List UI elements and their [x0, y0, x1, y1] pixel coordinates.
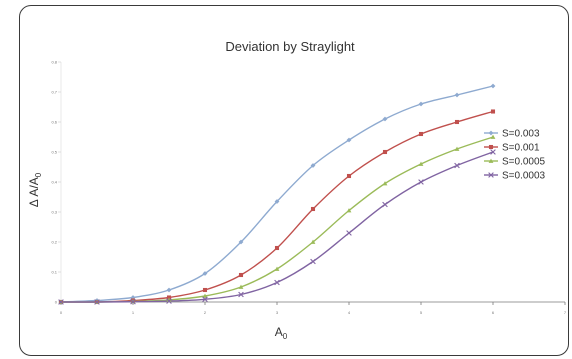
series-4-point — [346, 230, 352, 236]
series-3-point — [202, 293, 208, 298]
series-1-point — [310, 163, 316, 168]
y-tick-label: 0.8 — [51, 60, 57, 65]
x-tick-label: 4 — [348, 310, 351, 315]
series-4-point — [418, 179, 424, 185]
series-1-point — [490, 83, 496, 89]
y-tick-label: 0.5 — [51, 150, 57, 155]
series-3-point — [166, 297, 172, 302]
series-3-point — [310, 239, 316, 244]
x-tick-label: 0 — [60, 310, 63, 315]
series-2-point — [382, 149, 388, 155]
y-tick-label: 0.3 — [51, 210, 57, 215]
series-1-point — [274, 199, 280, 204]
x-tick-label: 3 — [276, 310, 279, 315]
x-tick-label: 1 — [132, 310, 135, 315]
series-3-point — [238, 284, 244, 289]
axes — [60, 62, 565, 303]
series-3-point — [382, 181, 388, 186]
series-2-point — [310, 206, 316, 212]
x-tick-label: 5 — [420, 310, 423, 315]
series-1-point — [166, 287, 172, 293]
chart-frame — [19, 5, 569, 356]
series-4-point — [454, 162, 460, 169]
series-4-point — [310, 258, 316, 265]
legend-label: S=0.003 — [502, 129, 540, 140]
series-1-point — [130, 295, 136, 300]
series-2-point — [202, 287, 208, 293]
series-2-point — [346, 173, 352, 179]
legend-marker — [488, 130, 494, 136]
series-1-point — [454, 92, 460, 98]
series-4-point — [166, 298, 172, 304]
series-4-point — [490, 149, 496, 155]
series-1-point — [238, 239, 244, 245]
series-4-point — [130, 298, 136, 305]
tick-labels: 0 1 2 3 4 5 6 7 0 0.1 0.2 0.3 0.4 0.5 0.6 0.7 0.8 — [51, 60, 566, 316]
chart-title: Deviation by Straylight — [225, 39, 355, 54]
series-4-point — [202, 296, 208, 303]
series-markers — [58, 83, 496, 305]
legend-label: S=0.0005 — [502, 157, 546, 168]
x-axis-label: A0 — [275, 325, 288, 341]
series-line-4 — [60, 151, 494, 303]
series-3-point — [274, 266, 280, 271]
series-3-point — [454, 146, 460, 151]
series-line-2 — [60, 110, 494, 303]
series-1-point — [382, 116, 388, 122]
legend-marker — [488, 144, 494, 150]
series-1-point — [202, 271, 208, 276]
x-tick-label: 7 — [564, 310, 567, 315]
series-4-point — [94, 299, 100, 305]
legend-marker — [488, 158, 494, 163]
y-tick-label: 0.1 — [51, 270, 57, 275]
y-tick-label: 0.4 — [51, 180, 57, 185]
y-tick-label: 0.7 — [51, 90, 57, 95]
y-tick-label: 0 — [55, 300, 58, 305]
legend-marker — [488, 172, 494, 178]
legend-label: S=0.0003 — [502, 171, 546, 182]
legend-label: S=0.001 — [502, 143, 540, 154]
series-2-point — [490, 109, 496, 114]
series-1-point — [418, 101, 424, 107]
series-4-point — [238, 291, 244, 298]
legend: S=0.003 S=0.001 S=0.0005 S=0.0003 — [484, 129, 546, 182]
y-tick-label: 0.2 — [51, 240, 57, 245]
series-3-point — [346, 208, 352, 213]
y-axis-label: Δ A/A0 — [27, 172, 43, 207]
series-2-point — [454, 119, 460, 125]
series-4-point — [58, 299, 64, 305]
x-tick-label: 2 — [204, 310, 207, 315]
series-2-point — [238, 272, 244, 278]
x-tick-label: 6 — [492, 310, 495, 315]
series-2-point — [274, 245, 280, 251]
series-1-point — [346, 137, 352, 143]
series-line-3 — [60, 136, 494, 303]
series-4-point — [382, 201, 388, 208]
series-3-point — [490, 134, 496, 139]
series-2-point — [418, 131, 424, 137]
series-4-point — [274, 279, 280, 286]
series-3-point — [418, 161, 424, 166]
y-tick-label: 0.6 — [51, 120, 57, 125]
